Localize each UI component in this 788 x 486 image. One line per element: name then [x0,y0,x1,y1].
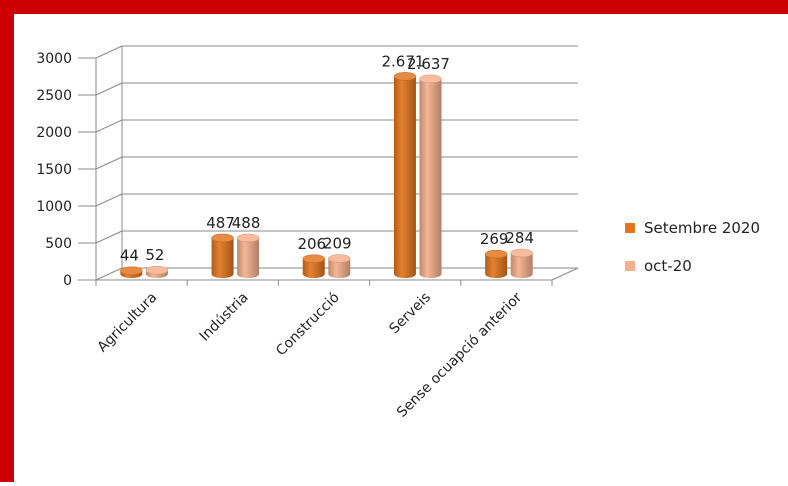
bar-body [302,258,325,278]
legend-swatch [625,261,635,271]
data-label: 284 [505,229,534,247]
bar-top [393,72,417,81]
data-label: 487 [206,214,235,232]
bar-top [302,254,326,264]
bar [510,248,533,278]
legend-swatch [625,223,635,233]
bar [120,266,143,278]
data-label: 269 [480,230,509,248]
y-axis: 0 500 1000 1500 2000 2500 3000 [36,51,97,289]
bar-top [120,266,143,275]
bar [145,265,169,278]
data-label: 488 [232,214,261,232]
y-tick-label: 0 [63,273,72,289]
bar-top [211,233,234,243]
bar [484,249,508,278]
bar-body [419,78,442,278]
y-tick-label: 2500 [36,88,72,104]
bar [211,233,234,278]
data-label: 2.671 [381,52,424,70]
bar [419,74,442,278]
gridline-depth [95,45,123,59]
legend-label: oct-20 [644,257,692,275]
legend: Setembre 2020 oct-20 [625,219,760,275]
gridline-depth [95,230,123,244]
data-label: 209 [323,235,352,253]
gridline-depth [95,193,123,207]
data-label: 206 [297,235,326,253]
bar-top [484,249,508,259]
x-tick-label: Agricultura [94,290,160,356]
bar-body [510,252,533,278]
x-tick-label: Indústria [197,290,252,345]
bar-body [485,254,508,278]
bar-top [236,233,260,243]
data-label: 52 [145,246,164,264]
gridline-depth [95,82,123,96]
bar-body [211,237,234,278]
bar-top [419,74,442,84]
legend-item: Setembre 2020 [625,219,760,237]
y-tick-label: 1500 [36,162,72,178]
y-tick-label: 500 [45,236,72,252]
chart-panel: 0 500 1000 1500 2000 2500 3000 44 52 487 488 206 20… [14,14,788,482]
y-tick-label: 2000 [36,125,72,141]
bar-top [510,248,533,258]
gridline-depth [95,267,123,281]
bar [328,254,351,278]
data-label: 44 [120,247,139,265]
y-tick-label: 3000 [36,51,72,67]
bar-body [393,76,416,278]
gridline-depth [95,119,123,133]
x-tick-label: Construcció [273,290,343,360]
gridline-depth [95,156,123,170]
bar [236,233,260,278]
x-axis: Agricultura Indústria Construcció ServeisSe… [94,280,553,421]
bar-body [237,237,260,278]
bar [302,254,326,278]
bar-body [328,258,351,278]
floor-edge [551,267,579,281]
data-label: 2.637 [407,55,450,73]
bar [393,72,417,278]
bar-top [145,265,169,275]
legend-item: oct-20 [625,257,692,275]
x-tick-label: Serveis [386,290,434,338]
y-tick-label: 1000 [36,199,72,215]
bar-top [328,254,351,263]
legend-label: Setembre 2020 [644,219,760,237]
bars-layer [120,72,533,278]
